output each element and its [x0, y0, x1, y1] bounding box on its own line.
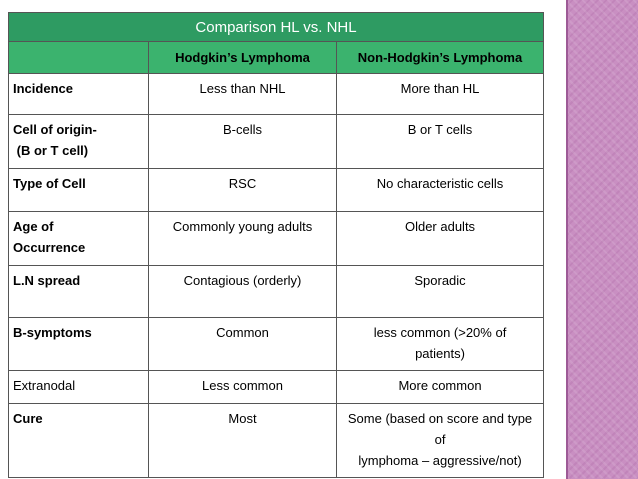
row-label: Cell of origin- (B or T cell) [8, 113, 149, 170]
comparison-table: Comparison HL vs. NHL Hodgkin’s Lymphoma… [7, 11, 545, 478]
table-title-row: Comparison HL vs. NHL [7, 11, 545, 43]
row-label: Cure [8, 403, 149, 478]
table-row: Cure Most Some (based on score and type … [8, 403, 545, 478]
decorative-side-panel [568, 0, 638, 479]
header-non-hodgkin: Non-Hodgkin’s Lymphoma [335, 41, 545, 74]
row-label-line: Age of [13, 218, 54, 234]
nhl-value: Sporadic [335, 265, 545, 318]
hl-value: Common [148, 316, 337, 372]
row-label-line: Occurrence [13, 239, 86, 255]
hl-value: RSC [148, 168, 337, 212]
row-label: Incidence [8, 72, 149, 115]
nhl-value-line: less common (>20% of [373, 324, 507, 340]
table-row: Type of Cell RSC No characteristic cells [8, 168, 545, 212]
header-empty [8, 41, 149, 74]
nhl-value-line: lymphoma – aggressive/not) [358, 453, 522, 469]
row-label: Age of Occurrence [8, 210, 149, 267]
hl-value: B-cells [148, 113, 337, 170]
row-label: Type of Cell [8, 168, 149, 212]
row-label-line: Cell of origin- [13, 121, 97, 137]
table-header-row: Hodgkin’s Lymphoma Non-Hodgkin’s Lymphom… [8, 41, 545, 74]
table-row: L.N spread Contagious (orderly) Sporadic [8, 265, 545, 318]
nhl-value: More common [335, 370, 545, 405]
nhl-value: Some (based on score and type of lymphom… [335, 403, 545, 478]
nhl-value-line: patients) [415, 345, 465, 361]
nhl-value: No characteristic cells [335, 168, 545, 212]
table-row: B-symptoms Common less common (>20% of p… [8, 316, 545, 372]
nhl-value: Older adults [335, 210, 545, 267]
table-row: Age of Occurrence Commonly young adults … [8, 210, 545, 267]
nhl-value: More than HL [335, 72, 545, 115]
table-row: Cell of origin- (B or T cell) B-cells B … [8, 113, 545, 170]
row-label-line: (B or T cell) [13, 142, 89, 158]
table-title: Comparison HL vs. NHL [7, 11, 545, 43]
row-label: L.N spread [8, 265, 149, 318]
hl-value: Less than NHL [148, 72, 337, 115]
nhl-value-line: Some (based on score and type of [347, 411, 533, 448]
row-label: B-symptoms [8, 316, 149, 372]
hl-value: Commonly young adults [148, 210, 337, 267]
hl-value: Less common [148, 370, 337, 405]
nhl-value: B or T cells [335, 113, 545, 170]
table-row: Incidence Less than NHL More than HL [8, 72, 545, 115]
header-hodgkin: Hodgkin’s Lymphoma [148, 41, 337, 74]
table-row: Extranodal Less common More common [8, 370, 545, 405]
sidebar-edge [566, 0, 568, 479]
nhl-value: less common (>20% of patients) [335, 316, 545, 372]
hl-value: Most [148, 403, 337, 478]
hl-value: Contagious (orderly) [148, 265, 337, 318]
row-label: Extranodal [8, 370, 149, 405]
